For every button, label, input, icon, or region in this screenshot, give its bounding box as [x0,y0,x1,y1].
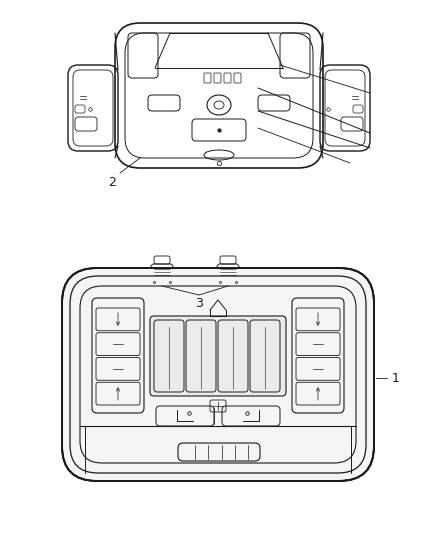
Text: 2: 2 [108,176,116,189]
FancyBboxPatch shape [150,316,286,396]
FancyBboxPatch shape [62,268,374,481]
Text: 3: 3 [195,297,203,310]
Text: 1: 1 [392,372,400,384]
